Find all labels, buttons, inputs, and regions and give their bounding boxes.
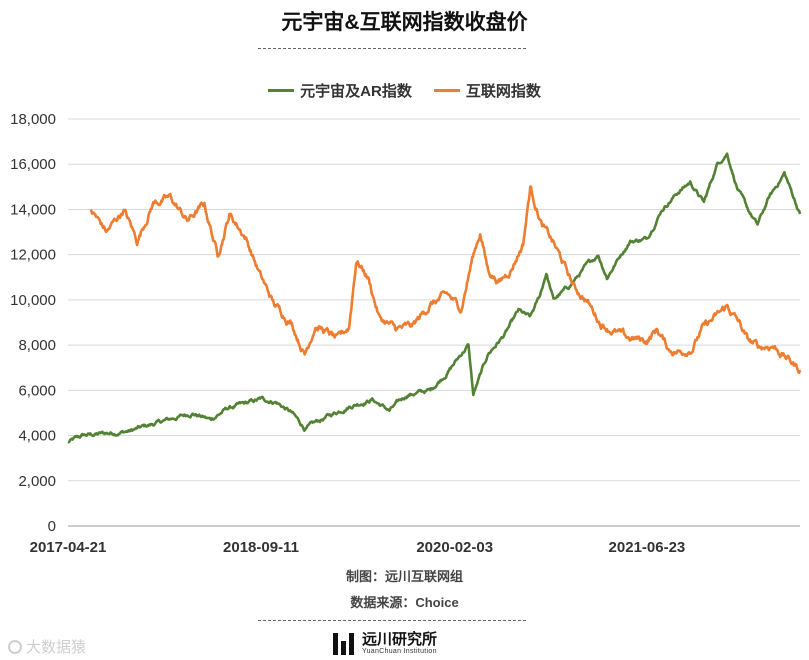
y-axis-ticks: 0 2,000 4,000 6,000 8,000 10,000 12,000 14,000 1… xyxy=(10,111,56,535)
y-tick-label: 8,000 xyxy=(18,337,56,354)
y-tick-label: 4,000 xyxy=(18,428,56,445)
y-tick-label: 2,000 xyxy=(18,473,56,490)
x-axis-ticks: 2017-04-21 2018-09-11 2020-02-03 2021-06-23 xyxy=(30,539,686,556)
brand-name: 远川研究所 xyxy=(362,631,438,648)
series-line-1 xyxy=(89,185,802,374)
watermark-logo-icon xyxy=(8,639,22,654)
series-lines xyxy=(67,152,802,444)
grid-lines xyxy=(68,118,800,527)
legend-label-metaverse: 元宇宙及AR指数 xyxy=(300,83,412,100)
y-tick-label: 0 xyxy=(48,518,56,535)
x-tick-label: 2017-04-21 xyxy=(30,539,107,556)
brand-name-en: YuanChuan Institution xyxy=(362,648,437,655)
brand-logo-icon xyxy=(333,632,354,655)
x-tick-label: 2021-06-23 xyxy=(609,539,686,556)
chart-legend: 元宇宙及AR指数 互联网指数 xyxy=(0,80,809,101)
legend-swatch-internet xyxy=(433,89,460,92)
brand-block: 远川研究所 YuanChuan Institution xyxy=(333,632,437,655)
x-tick-label: 2020-02-03 xyxy=(416,539,493,556)
x-tick-label: 2018-09-11 xyxy=(223,539,299,556)
y-tick-label: 12,000 xyxy=(10,247,56,264)
footer-divider xyxy=(258,620,526,621)
y-tick-label: 14,000 xyxy=(10,201,56,218)
y-tick-label: 18,000 xyxy=(10,111,56,128)
legend-swatch-metaverse xyxy=(268,89,295,92)
watermark-text: 大数据猿 xyxy=(26,639,87,656)
legend-item-internet: 互联网指数 xyxy=(433,80,541,101)
watermark: 大数据猿 xyxy=(8,636,86,657)
credit-source: 数据来源：Choice xyxy=(350,595,459,610)
y-tick-label: 6,000 xyxy=(18,382,56,399)
y-tick-label: 16,000 xyxy=(10,156,56,173)
y-tick-label: 10,000 xyxy=(10,292,56,309)
chart-title: 元宇宙&互联网指数收盘价 xyxy=(281,11,528,34)
series-line-0 xyxy=(67,152,802,444)
credit-made-by: 制图：远川互联网组 xyxy=(345,569,463,584)
title-divider xyxy=(258,48,526,49)
legend-label-internet: 互联网指数 xyxy=(465,83,541,100)
line-chart: 0 2,000 4,000 6,000 8,000 10,000 12,000 14,000 1… xyxy=(10,111,802,556)
legend-item-metaverse: 元宇宙及AR指数 xyxy=(268,80,412,101)
